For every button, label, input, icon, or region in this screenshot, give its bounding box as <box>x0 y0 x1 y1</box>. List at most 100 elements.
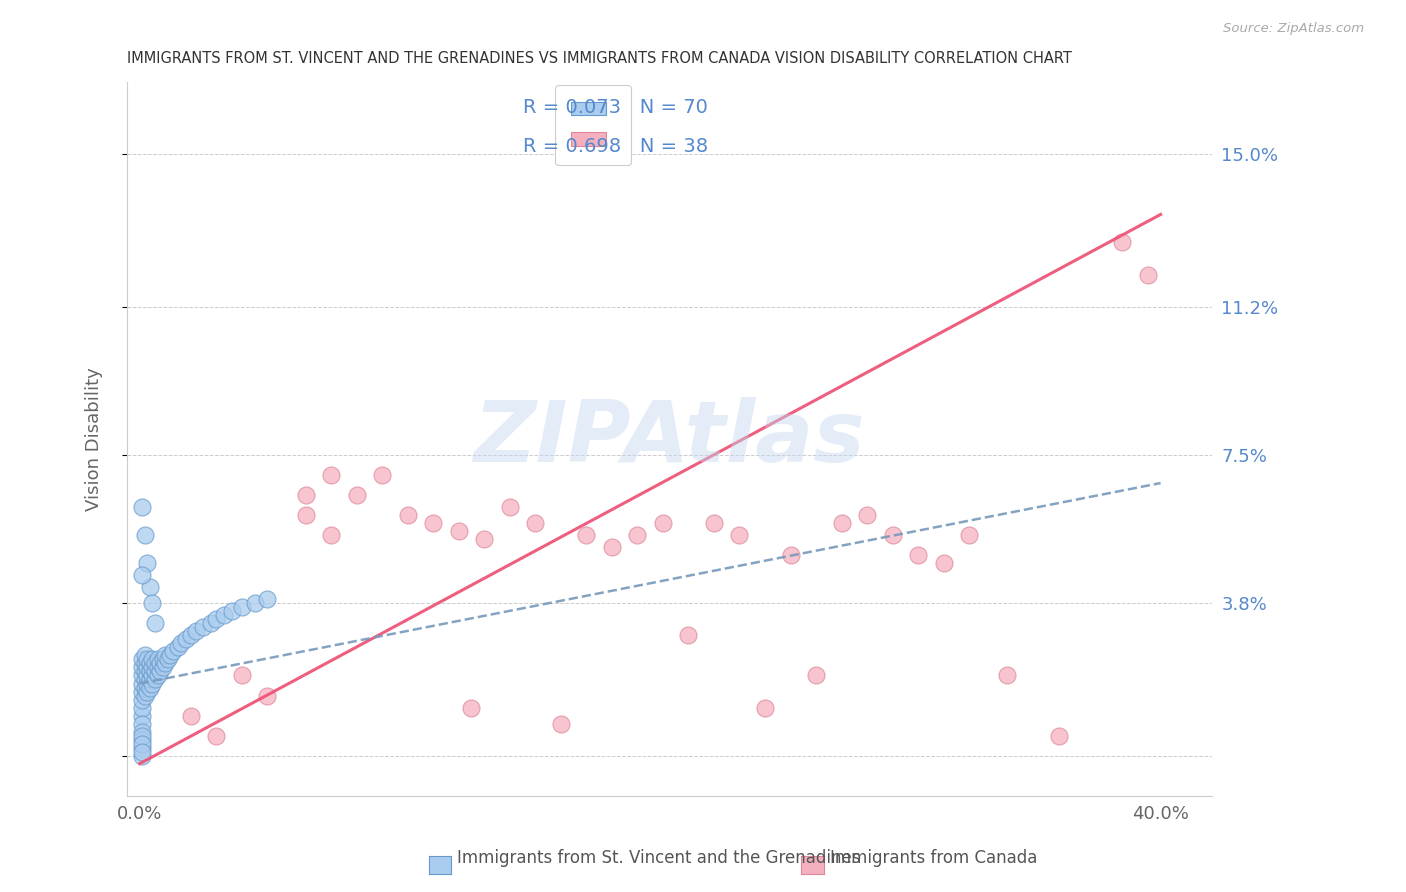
Point <box>131 500 153 514</box>
Point <box>371 468 394 483</box>
Point <box>139 657 162 671</box>
Text: R = 0.698   N = 38: R = 0.698 N = 38 <box>523 136 709 156</box>
Point <box>447 524 470 538</box>
Point <box>141 596 163 610</box>
Point <box>779 548 801 562</box>
Point <box>141 676 163 690</box>
Point <box>134 665 156 679</box>
Point <box>131 740 153 755</box>
Point <box>131 708 153 723</box>
Point <box>162 644 184 658</box>
Point <box>131 652 153 666</box>
Point <box>134 648 156 663</box>
Point <box>460 700 482 714</box>
Point <box>626 528 648 542</box>
Point <box>134 673 156 687</box>
Point <box>703 516 725 530</box>
Point <box>180 628 202 642</box>
Point <box>139 580 162 594</box>
Point <box>396 508 419 522</box>
Point <box>294 488 316 502</box>
Point <box>256 689 278 703</box>
Point <box>957 528 980 542</box>
Point <box>141 660 163 674</box>
Point <box>131 660 153 674</box>
Text: IMMIGRANTS FROM ST. VINCENT AND THE GRENADINES VS IMMIGRANTS FROM CANADA VISION : IMMIGRANTS FROM ST. VINCENT AND THE GREN… <box>127 51 1071 66</box>
Point <box>149 657 172 671</box>
Point <box>136 668 159 682</box>
Text: ZIPAtlas: ZIPAtlas <box>474 398 865 481</box>
Point <box>131 568 153 582</box>
Point <box>153 657 176 671</box>
Point <box>143 616 166 631</box>
Point <box>131 729 153 743</box>
Point <box>141 668 163 682</box>
Point <box>139 665 162 679</box>
Point <box>139 673 162 687</box>
Point <box>159 648 181 663</box>
Point <box>152 660 174 674</box>
Point <box>136 660 159 674</box>
Point <box>499 500 522 514</box>
Point <box>882 528 904 542</box>
Point <box>131 737 153 751</box>
Point <box>678 628 700 642</box>
Point <box>804 668 827 682</box>
Point <box>136 676 159 690</box>
Point <box>143 657 166 671</box>
Point <box>600 540 623 554</box>
Point <box>1136 268 1159 282</box>
Point <box>143 665 166 679</box>
Point <box>153 648 176 663</box>
Point <box>146 652 169 666</box>
Point <box>131 716 153 731</box>
Point <box>422 516 444 530</box>
Legend: , : , <box>555 85 631 166</box>
Point <box>131 732 153 747</box>
Point <box>131 724 153 739</box>
Point <box>651 516 673 530</box>
Point <box>346 488 368 502</box>
Point <box>136 684 159 698</box>
Point <box>139 681 162 695</box>
Text: Immigrants from Canada: Immigrants from Canada <box>830 849 1036 867</box>
Point <box>524 516 547 530</box>
Point <box>932 556 955 570</box>
Point <box>131 748 153 763</box>
Point <box>169 636 191 650</box>
Point <box>472 532 495 546</box>
Point <box>131 700 153 714</box>
Point <box>167 640 190 655</box>
Point <box>174 632 197 647</box>
Text: Source: ZipAtlas.com: Source: ZipAtlas.com <box>1223 22 1364 36</box>
Point <box>831 516 853 530</box>
Point <box>205 612 228 626</box>
Point <box>146 660 169 674</box>
Point <box>180 708 202 723</box>
Point <box>152 652 174 666</box>
Point <box>200 616 222 631</box>
Point <box>134 528 156 542</box>
Point <box>231 600 253 615</box>
Point <box>131 745 153 759</box>
Point <box>243 596 266 610</box>
Point <box>134 657 156 671</box>
Point <box>134 681 156 695</box>
Point <box>131 676 153 690</box>
Text: Immigrants from St. Vincent and the Grenadines: Immigrants from St. Vincent and the Gren… <box>457 849 860 867</box>
Point <box>136 556 159 570</box>
Point <box>754 700 776 714</box>
Point <box>550 716 572 731</box>
Point <box>1047 729 1070 743</box>
Point <box>193 620 215 634</box>
Point <box>184 624 207 639</box>
Y-axis label: Vision Disability: Vision Disability <box>86 368 103 511</box>
Point <box>149 665 172 679</box>
Point <box>231 668 253 682</box>
Point <box>294 508 316 522</box>
Point <box>131 692 153 706</box>
Point <box>1111 235 1133 250</box>
Point <box>136 652 159 666</box>
Point <box>575 528 598 542</box>
Point <box>143 673 166 687</box>
